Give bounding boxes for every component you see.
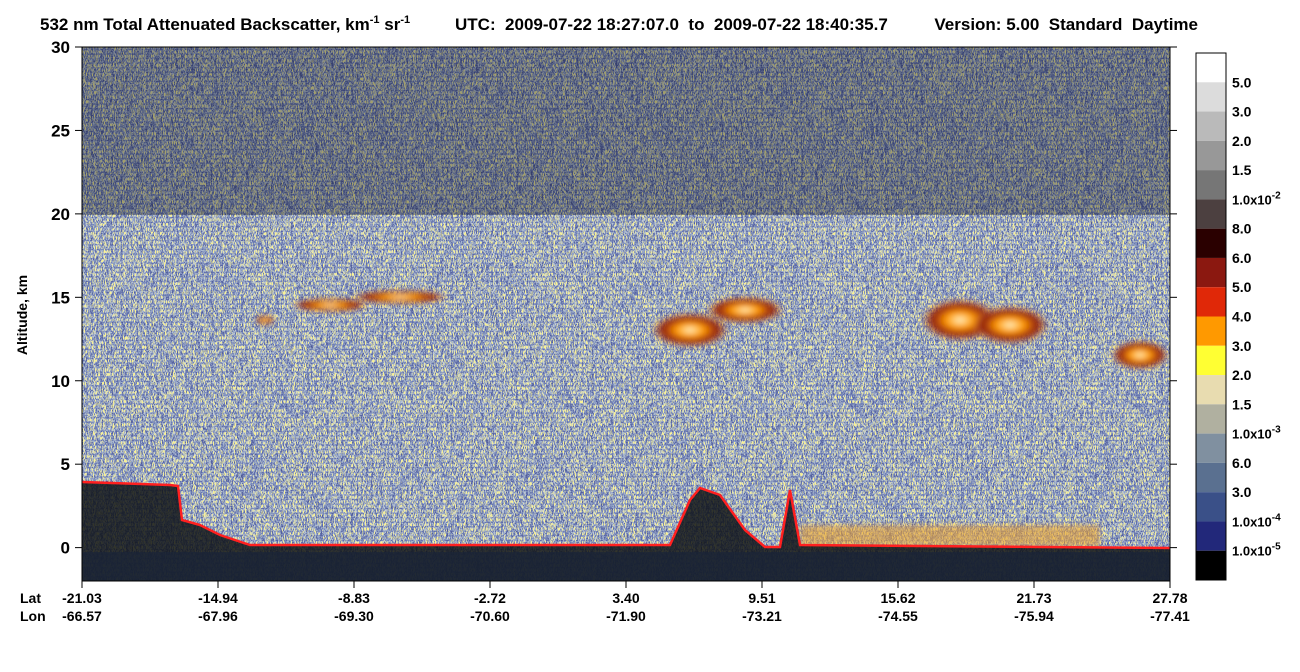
x-tick-label: 9.51: [748, 590, 775, 606]
colorbar-label: 1.0x10-5: [1232, 542, 1281, 559]
time-range: UTC: 2009-07-22 18:27:07.0 to 2009-07-22…: [455, 15, 888, 34]
colorbar-frame: [1195, 52, 1227, 581]
colorbar-swatch: [1196, 82, 1226, 112]
colorbar-label-exp: -4: [1272, 512, 1281, 523]
colorbar-swatch: [1196, 433, 1226, 463]
x-tick-label: -75.94: [1014, 608, 1054, 624]
colorbar-swatch: [1196, 199, 1226, 229]
x-row-name: Lat: [20, 590, 41, 606]
x-tick-label: -70.60: [470, 608, 510, 624]
colorbar-swatch: [1196, 287, 1226, 317]
colorbar-label: 8.0: [1232, 221, 1252, 237]
colorbar-label: 4.0: [1232, 309, 1252, 325]
colorbar-label: 3.0: [1232, 484, 1252, 500]
colorbar-swatch: [1196, 53, 1226, 83]
x-tick-label: 15.62: [880, 590, 915, 606]
y-tick-label: 0: [61, 539, 70, 558]
x-tick-label: -74.55: [878, 608, 918, 624]
colorbar-label: 1.5: [1232, 162, 1252, 178]
colorbar-label-text: 1.0x10: [1232, 544, 1272, 559]
colorbar-swatch: [1196, 404, 1226, 434]
y-tick-label: 20: [51, 205, 70, 224]
x-tick-label: 21.73: [1016, 590, 1051, 606]
colorbar-swatch: [1196, 170, 1226, 200]
colorbar-label: 1.5: [1232, 396, 1252, 412]
y-tick-label: 30: [51, 38, 70, 57]
colorbar-label-text: 1.0x10: [1232, 192, 1272, 207]
x-tick-label: -69.30: [334, 608, 374, 624]
x-tick-label: -2.72: [474, 590, 506, 606]
x-row-name: Lon: [20, 608, 46, 624]
colorbar-swatch: [1196, 550, 1226, 580]
y-tick-label: 10: [51, 372, 70, 391]
y-tick-label: 15: [51, 288, 70, 307]
colorbar-label-text: 1.0x10: [1232, 514, 1272, 529]
x-tick-label: -71.90: [606, 608, 646, 624]
x-tick-label: -67.96: [198, 608, 238, 624]
colorbar-label: 3.0: [1232, 338, 1252, 354]
y-tick-label: 25: [51, 121, 70, 140]
colorbar-swatch: [1196, 375, 1226, 405]
x-tick-label: -66.57: [62, 608, 102, 624]
colorbar-label: 6.0: [1232, 250, 1252, 266]
x-tick-label: -21.03: [62, 590, 102, 606]
y-axis-label: Altitude, km: [14, 275, 30, 355]
colorbar-label: 1.0x10-3: [1232, 425, 1281, 442]
curtain-image: [82, 47, 1170, 581]
colorbar-swatch: [1196, 316, 1226, 346]
colorbar-swatch: [1196, 492, 1226, 522]
version: Version: 5.00 Standard Daytime: [934, 15, 1198, 34]
x-tick-label: 27.78: [1152, 590, 1187, 606]
colorbar-label-text: 1.0x10: [1232, 427, 1272, 442]
colorbar-swatch: [1196, 345, 1226, 376]
x-tick-label: -73.21: [742, 608, 782, 624]
colorbar-label-exp: -3: [1272, 425, 1281, 436]
colorbar-swatch: [1196, 257, 1226, 288]
x-tick-label: 3.40: [612, 590, 639, 606]
colorbar-swatch: [1196, 462, 1226, 493]
colorbar-swatch: [1196, 228, 1226, 258]
chart-title: 532 nm Total Attenuated Backscatter, km-…: [40, 14, 410, 34]
x-tick-label: -8.83: [338, 590, 370, 606]
colorbar-swatch: [1196, 111, 1226, 141]
x-tick-label: -14.94: [198, 590, 238, 606]
colorbar-swatch: [1196, 521, 1226, 551]
colorbar-label: 1.0x10-4: [1232, 512, 1281, 529]
colorbar-swatch: [1196, 140, 1226, 171]
colorbar-label: 5.0: [1232, 279, 1252, 295]
colorbar-label: 1.0x10-2: [1232, 190, 1281, 207]
colorbar-label-exp: -2: [1272, 190, 1281, 201]
colorbar-label: 5.0: [1232, 74, 1252, 90]
y-tick-label: 5: [61, 455, 70, 474]
x-tick-label: -77.41: [1150, 608, 1190, 624]
colorbar-label-exp: -5: [1272, 542, 1281, 553]
colorbar-label: 6.0: [1232, 455, 1252, 471]
colorbar-label: 2.0: [1232, 133, 1252, 149]
colorbar-label: 2.0: [1232, 367, 1252, 383]
colorbar-label: 3.0: [1232, 104, 1252, 120]
